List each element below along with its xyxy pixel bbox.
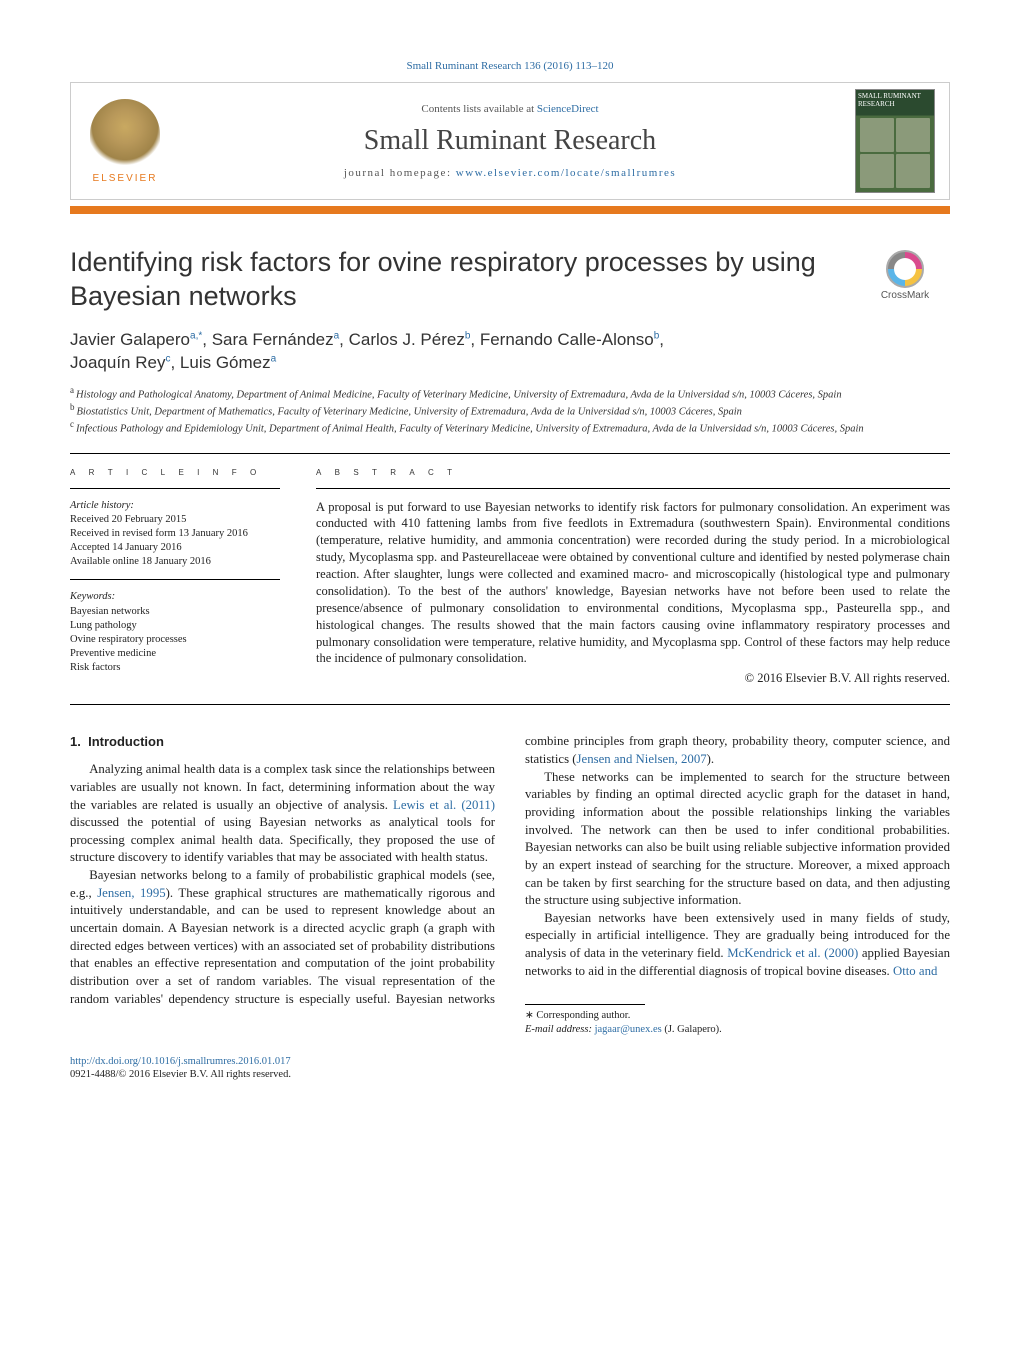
article-info-column: A R T I C L E I N F O Article history: R… bbox=[70, 464, 280, 687]
crossmark-label: CrossMark bbox=[881, 290, 929, 301]
affiliation: cInfectious Pathology and Epidemiology U… bbox=[70, 419, 950, 436]
history-online: Available online 18 January 2016 bbox=[70, 555, 280, 569]
body-paragraph: Analyzing animal health data is a comple… bbox=[70, 761, 495, 867]
journal-name: Small Ruminant Research bbox=[364, 125, 656, 157]
author: Javier Galaperoa,* bbox=[70, 330, 202, 349]
sciencedirect-link[interactable]: ScienceDirect bbox=[537, 103, 599, 115]
body-paragraph: These networks can be implemented to sea… bbox=[525, 769, 950, 910]
keywords-label: Keywords: bbox=[70, 590, 280, 604]
homepage-label: journal homepage: bbox=[344, 167, 456, 179]
crossmark-icon bbox=[886, 250, 924, 288]
affiliation: aHistology and Pathological Anatomy, Dep… bbox=[70, 385, 950, 402]
keyword: Risk factors bbox=[70, 661, 280, 675]
abstract-copyright: © 2016 Elsevier B.V. All rights reserved… bbox=[316, 671, 950, 686]
homepage-line: journal homepage: www.elsevier.com/locat… bbox=[344, 167, 676, 179]
keyword: Bayesian networks bbox=[70, 605, 280, 619]
elsevier-logo: ELSEVIER bbox=[85, 91, 165, 191]
keywords-block: Keywords: Bayesian networks Lung patholo… bbox=[70, 590, 280, 675]
history-label: Article history: bbox=[70, 499, 280, 513]
divider bbox=[70, 704, 950, 705]
affiliations: aHistology and Pathological Anatomy, Dep… bbox=[70, 385, 950, 436]
keyword: Ovine respiratory processes bbox=[70, 633, 280, 647]
journal-header-box: ELSEVIER Contents lists available at Sci… bbox=[70, 82, 950, 200]
divider bbox=[70, 579, 280, 580]
article-title: Identifying risk factors for ovine respi… bbox=[70, 246, 840, 314]
title-row: Identifying risk factors for ovine respi… bbox=[70, 246, 950, 314]
publisher-logo-cell: ELSEVIER bbox=[71, 83, 179, 199]
citation-link[interactable]: Lewis et al. (2011) bbox=[393, 798, 495, 812]
author: Sara Fernándeza bbox=[212, 330, 339, 349]
elsevier-text: ELSEVIER bbox=[93, 173, 158, 184]
cover-thumb-cell: SMALL RUMINANT RESEARCH bbox=[841, 83, 949, 199]
accent-bar bbox=[70, 206, 950, 214]
contents-line: Contents lists available at ScienceDirec… bbox=[421, 103, 598, 115]
crossmark-badge[interactable]: CrossMark bbox=[860, 250, 950, 301]
journal-cover-thumb: SMALL RUMINANT RESEARCH bbox=[855, 89, 935, 193]
top-journal-link[interactable]: Small Ruminant Research 136 (2016) 113–1… bbox=[406, 60, 613, 72]
citation-link[interactable]: Jensen and Nielsen, 2007 bbox=[577, 752, 707, 766]
cover-thumb-images bbox=[860, 118, 930, 188]
citation-link[interactable]: Jensen, 1995 bbox=[97, 886, 165, 900]
author: Fernando Calle-Alonsob bbox=[480, 330, 659, 349]
page-root: Small Ruminant Research 136 (2016) 113–1… bbox=[0, 0, 1020, 1122]
top-journal-ref[interactable]: Small Ruminant Research 136 (2016) 113–1… bbox=[70, 60, 950, 72]
authors-line: Javier Galaperoa,*, Sara Fernándeza, Car… bbox=[70, 328, 950, 376]
keyword: Preventive medicine bbox=[70, 647, 280, 661]
affiliation: bBiostatistics Unit, Department of Mathe… bbox=[70, 402, 950, 419]
info-abstract-row: A R T I C L E I N F O Article history: R… bbox=[70, 464, 950, 687]
citation-link[interactable]: McKendrick et al. (2000) bbox=[727, 946, 858, 960]
body-columns: 1. Introduction Analyzing animal health … bbox=[70, 733, 950, 1036]
author: Joaquín Reyc bbox=[70, 353, 170, 372]
issn-copyright: 0921-4488/© 2016 Elsevier B.V. All right… bbox=[70, 1069, 291, 1080]
email-link[interactable]: jagaar@unex.es bbox=[595, 1024, 662, 1035]
contents-label: Contents lists available at bbox=[421, 103, 536, 115]
elsevier-tree-icon bbox=[90, 99, 160, 169]
journal-header-center: Contents lists available at ScienceDirec… bbox=[179, 83, 841, 199]
article-info-header: A R T I C L E I N F O bbox=[70, 464, 280, 478]
abstract-column: A B S T R A C T A proposal is put forwar… bbox=[316, 464, 950, 687]
author: Luis Gómeza bbox=[180, 353, 276, 372]
keyword: Lung pathology bbox=[70, 619, 280, 633]
abstract-text: A proposal is put forward to use Bayesia… bbox=[316, 499, 950, 668]
section-heading: 1. Introduction bbox=[70, 733, 495, 751]
doi-link[interactable]: http://dx.doi.org/10.1016/j.smallrumres.… bbox=[70, 1056, 291, 1067]
divider bbox=[316, 488, 950, 489]
corresponding-author-note: ∗ Corresponding author. bbox=[525, 1009, 950, 1023]
article-history: Article history: Received 20 February 20… bbox=[70, 499, 280, 570]
footnote-divider bbox=[525, 1004, 645, 1005]
footer-block: http://dx.doi.org/10.1016/j.smallrumres.… bbox=[70, 1055, 950, 1082]
history-accepted: Accepted 14 January 2016 bbox=[70, 541, 280, 555]
history-revised: Received in revised form 13 January 2016 bbox=[70, 527, 280, 541]
abstract-header: A B S T R A C T bbox=[316, 464, 950, 478]
author: Carlos J. Pérezb bbox=[349, 330, 471, 349]
cover-thumb-title: SMALL RUMINANT RESEARCH bbox=[856, 90, 934, 110]
homepage-url[interactable]: www.elsevier.com/locate/smallrumres bbox=[456, 167, 676, 179]
body-paragraph: Bayesian networks have been extensively … bbox=[525, 910, 950, 981]
citation-link[interactable]: Otto and bbox=[893, 964, 937, 978]
divider bbox=[70, 453, 950, 454]
divider bbox=[70, 488, 280, 489]
history-received: Received 20 February 2015 bbox=[70, 513, 280, 527]
email-line: E-mail address: jagaar@unex.es (J. Galap… bbox=[525, 1023, 950, 1037]
footnotes: ∗ Corresponding author. E-mail address: … bbox=[525, 1009, 950, 1036]
